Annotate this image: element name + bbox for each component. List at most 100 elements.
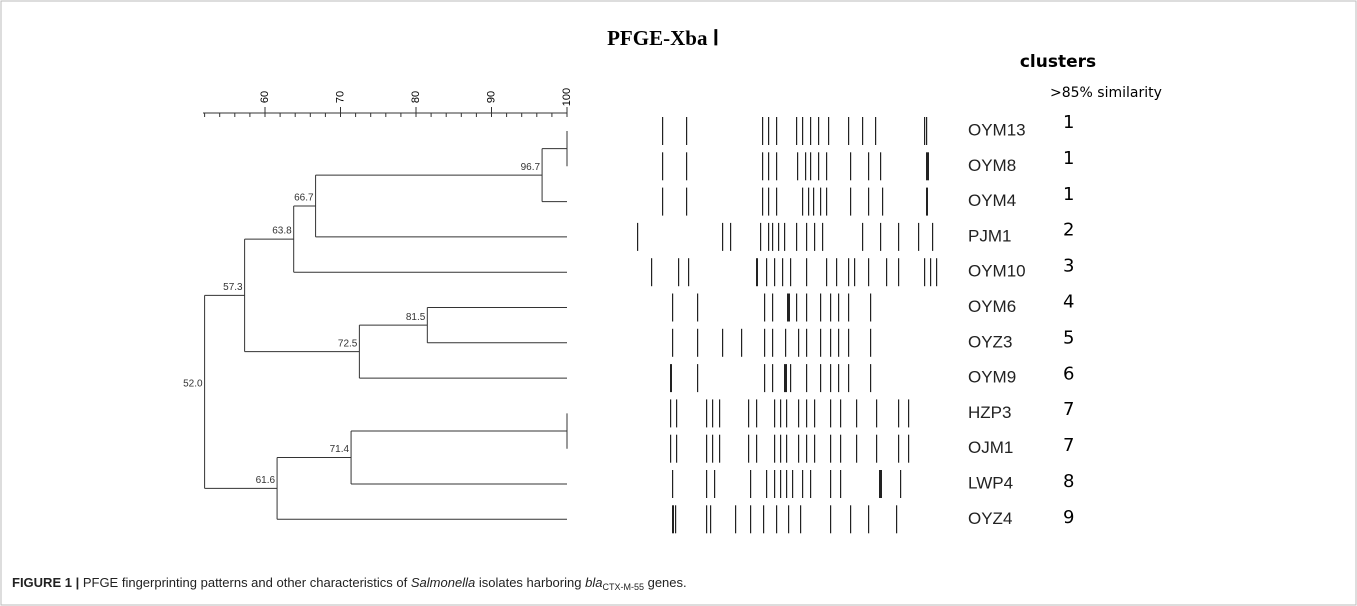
gel-band (662, 152, 663, 180)
sample-name: OYM6 (968, 297, 1016, 316)
gel-band (786, 435, 787, 463)
gel-band (848, 329, 849, 357)
gel-band (814, 223, 815, 251)
gel-band (776, 117, 777, 145)
gel-band (924, 117, 925, 145)
gel-band (796, 294, 797, 322)
gel-band (870, 329, 871, 357)
gel-band (748, 435, 749, 463)
gel-band (840, 435, 841, 463)
gel-band (800, 505, 801, 533)
scale-tick-label: 90 (485, 91, 497, 103)
gel-band (830, 399, 831, 427)
node-similarity: 96.7 (521, 162, 541, 173)
gel-band (850, 505, 851, 533)
sample-name: LWP4 (968, 473, 1013, 492)
gel-band (926, 152, 929, 180)
node-similarity: 63.8 (272, 226, 292, 237)
gel-band (826, 188, 827, 216)
cluster-number: 7 (1063, 399, 1074, 420)
title: PFGE-Xba Ⅰ (607, 26, 719, 50)
gel-band (774, 399, 775, 427)
node-similarity: 61.6 (256, 475, 276, 486)
caption: FIGURE 1 | PFGE fingerprinting patterns … (12, 575, 687, 592)
gel-band (830, 329, 831, 357)
gel-band (637, 223, 638, 251)
gel-band (763, 505, 764, 533)
gel-band (818, 117, 819, 145)
page: PFGE-Xba Ⅰ clusters >85% similarity FIGU… (0, 0, 1357, 606)
gel-band (830, 435, 831, 463)
gel-band (719, 435, 720, 463)
gel-band (830, 364, 831, 392)
gel-band (810, 117, 811, 145)
gel-band (868, 188, 869, 216)
caption-text: isolates harboring (479, 575, 582, 590)
gel-band (870, 364, 871, 392)
gel-band (830, 505, 831, 533)
gel-band (730, 223, 731, 251)
gel-band (722, 329, 723, 357)
gel-band (806, 399, 807, 427)
caption-label: FIGURE 1 | (12, 575, 79, 590)
gel-band (880, 223, 881, 251)
gel-band (802, 188, 803, 216)
gel-band (772, 294, 773, 322)
node-similarity: 71.4 (330, 444, 350, 455)
gel-band (774, 435, 775, 463)
node-similarity: 52.0 (183, 379, 203, 390)
gel-band (838, 364, 839, 392)
gel-band (786, 470, 787, 498)
gel-band (898, 223, 899, 251)
gel-band (768, 188, 769, 216)
node-similarity: 57.3 (223, 282, 243, 293)
gel-band (826, 152, 827, 180)
gel-band (790, 364, 791, 392)
gel-band (710, 505, 711, 533)
gel-band (926, 188, 928, 216)
caption-text: PFGE fingerprinting patterns and other c… (83, 575, 408, 590)
caption-text: genes. (648, 575, 687, 590)
gel-band (756, 399, 757, 427)
sample-name: OYM10 (968, 262, 1026, 281)
gel-band (672, 470, 673, 498)
sample-name: HZP3 (968, 403, 1011, 422)
scale-tick-label: 80 (410, 91, 422, 103)
cluster-number: 5 (1063, 327, 1074, 348)
gel-band (898, 258, 899, 286)
gel-band (900, 470, 901, 498)
cluster-number: 7 (1063, 435, 1074, 456)
cluster-number: 1 (1063, 184, 1074, 205)
gel-band (805, 152, 806, 180)
gel-band (796, 117, 797, 145)
gel-band (798, 329, 799, 357)
sample-name: OYZ4 (968, 509, 1012, 528)
gel-band (790, 258, 791, 286)
gel-band (697, 329, 698, 357)
gel-band (808, 188, 809, 216)
gel-band (854, 258, 855, 286)
gel-band (772, 329, 773, 357)
gel-band (776, 152, 777, 180)
gel-band (670, 364, 672, 392)
gel-band (780, 399, 781, 427)
gel-band (764, 364, 765, 392)
gel-band (830, 294, 831, 322)
gel-band (932, 223, 933, 251)
gel-band (875, 117, 876, 145)
gel-band (826, 258, 827, 286)
gel-band (840, 470, 841, 498)
cluster-number: 8 (1063, 471, 1074, 492)
gel-band (766, 470, 767, 498)
gel-band (782, 258, 783, 286)
figure: PFGE-Xba Ⅰ clusters >85% similarity FIGU… (0, 0, 1357, 606)
gel-band (796, 223, 797, 251)
gel-band (762, 117, 763, 145)
gel-band (706, 470, 707, 498)
gel-band (936, 258, 937, 286)
gel-band (898, 435, 899, 463)
gel-band (778, 223, 779, 251)
gel-band (697, 294, 698, 322)
gel-band (756, 258, 758, 286)
gel-band (856, 399, 857, 427)
